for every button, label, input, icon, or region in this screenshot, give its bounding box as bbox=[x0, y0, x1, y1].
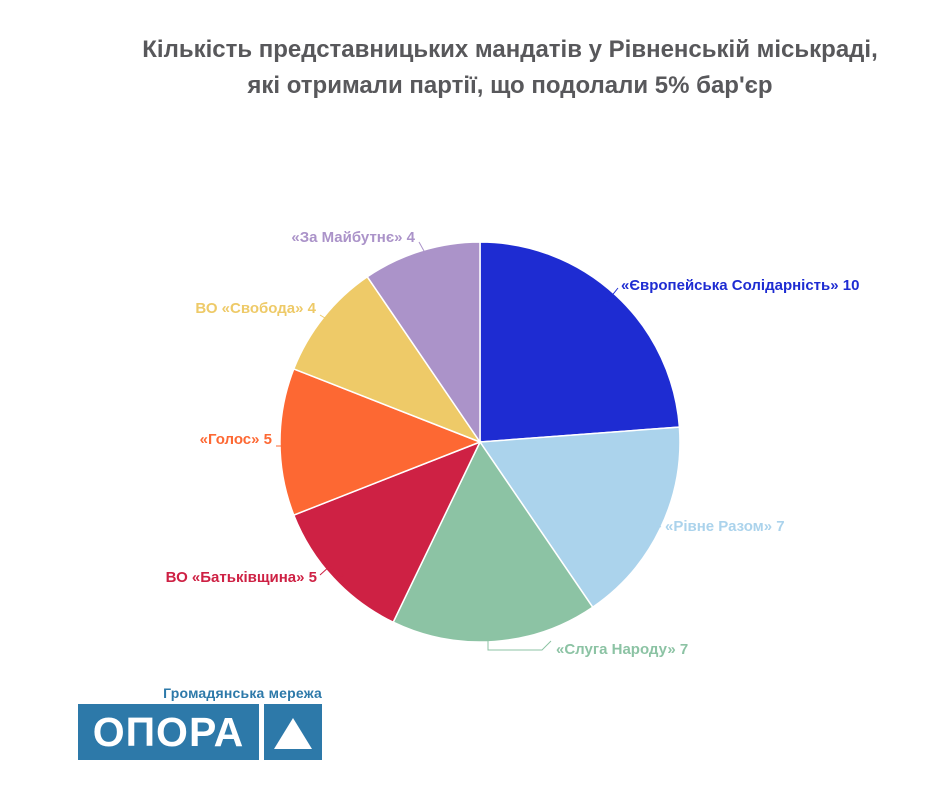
pie-slice-5[interactable] bbox=[279, 367, 483, 517]
slice-label: ВО «Свобода» 4 bbox=[195, 300, 316, 317]
label-leader-line bbox=[319, 314, 357, 338]
pie-slice-3[interactable] bbox=[392, 440, 594, 643]
logo-row: ОПОРА bbox=[78, 704, 322, 760]
logo-network-label: Громадянська мережа bbox=[163, 685, 322, 701]
logo-square bbox=[264, 704, 322, 760]
logo-brand-text: ОПОРА bbox=[78, 704, 259, 760]
chart-title-line2: які отримали партії, що подолали 5% бар'… bbox=[247, 72, 773, 99]
slice-label: «За Майбутнє» 4 bbox=[291, 229, 415, 246]
pie-slice-1[interactable] bbox=[479, 241, 681, 443]
slice-label: «Рівне Разом» 7 bbox=[665, 518, 785, 535]
triangle-icon bbox=[274, 717, 312, 749]
slice-label: «Голос» 5 bbox=[200, 431, 272, 448]
slice-label: «Слуга Народу» 7 bbox=[556, 641, 688, 658]
pie-slice-2[interactable] bbox=[478, 426, 681, 609]
label-leader-line bbox=[418, 241, 430, 261]
pie-slice-4[interactable] bbox=[292, 440, 482, 624]
label-leader-line bbox=[487, 636, 552, 651]
opora-logo: Громадянська мережа ОПОРА bbox=[78, 685, 322, 760]
chart-title-line1: Кількість представницьких мандатів у Рів… bbox=[142, 36, 878, 63]
label-leader-line bbox=[605, 287, 619, 304]
slice-label: ВО «Батьківщина» 5 bbox=[166, 569, 317, 586]
label-leader-line bbox=[632, 520, 662, 528]
chart-title: Кількість представницьких мандатів у Рів… bbox=[85, 32, 935, 104]
slice-label: «Європейська Солідарність» 10 bbox=[621, 277, 859, 294]
label-leader-line bbox=[319, 565, 350, 578]
pie-slice-7[interactable] bbox=[366, 241, 481, 445]
